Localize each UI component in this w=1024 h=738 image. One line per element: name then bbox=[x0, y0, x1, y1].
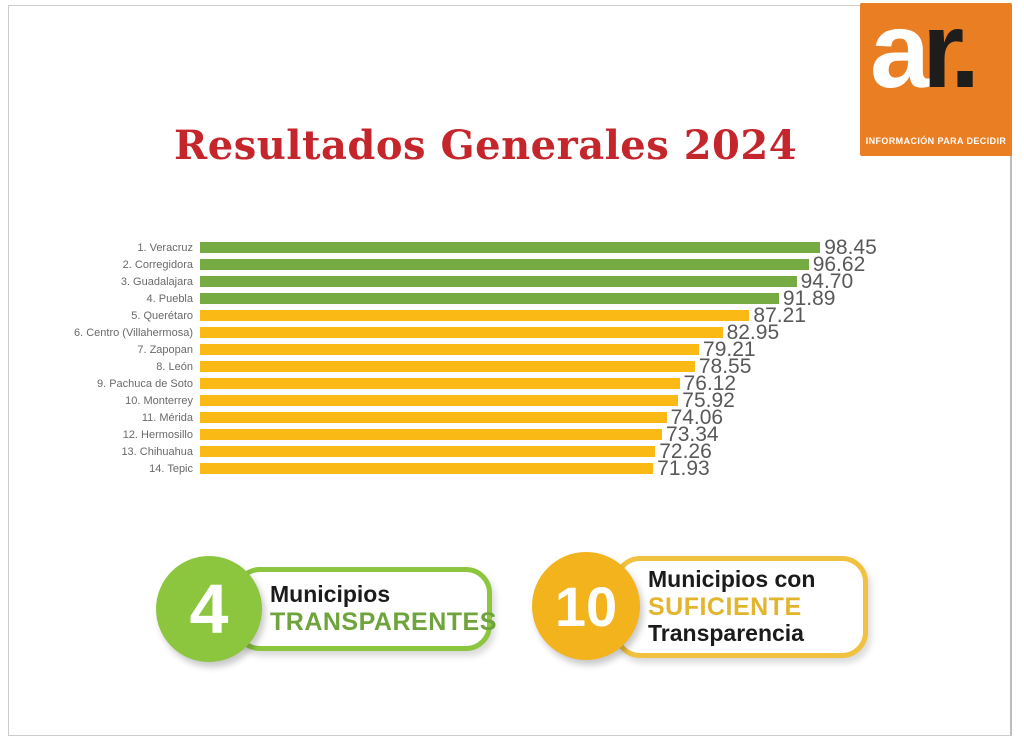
bar bbox=[200, 310, 750, 321]
count-circle-green: 4 bbox=[156, 556, 262, 662]
bar-area: 73.34 bbox=[200, 423, 719, 446]
brand-logo: ar. INFORMACIÓN PARA DECIDIR bbox=[860, 0, 1012, 156]
bar-value-label: 79.21 bbox=[703, 338, 756, 361]
bar-area: 98.45 bbox=[200, 236, 877, 259]
chart-row: 3. Guadalajara 94.70 bbox=[0, 270, 1024, 293]
chart-row: 2. Corregidora 96.62 bbox=[0, 253, 1024, 276]
bar-area: 87.21 bbox=[200, 304, 806, 327]
badge-text-line: Municipios con bbox=[648, 566, 816, 593]
bar-area: 72.26 bbox=[200, 440, 712, 463]
category-label: 10. Monterrey bbox=[125, 394, 193, 407]
count-value: 4 bbox=[189, 570, 229, 648]
bar-value-label: 78.55 bbox=[698, 355, 752, 378]
bar-area: 74.06 bbox=[200, 406, 724, 429]
category-label: 8. León bbox=[156, 360, 193, 373]
bar-value-label: 76.12 bbox=[683, 372, 737, 395]
category-label: 2. Corregidora bbox=[122, 258, 193, 271]
bar bbox=[200, 446, 656, 457]
bar-value-label: 82.95 bbox=[726, 321, 780, 344]
bar-area: 79.21 bbox=[200, 338, 756, 361]
badge-text-line: TRANSPARENTES bbox=[270, 607, 497, 636]
chart-row: 13. Chihuahua 72.26 bbox=[0, 440, 1024, 463]
bar-value-label: 75.92 bbox=[682, 389, 735, 412]
category-label: 11. Mérida bbox=[141, 411, 193, 424]
bar-area: 96.62 bbox=[200, 253, 866, 276]
wordmark-r: r. bbox=[922, 0, 980, 110]
bar bbox=[200, 429, 663, 440]
bar-value-label: 91.89 bbox=[782, 287, 836, 310]
bar-value-label: 94.70 bbox=[800, 270, 854, 293]
bar-value-label: 96.62 bbox=[812, 253, 866, 276]
bar bbox=[200, 463, 654, 474]
bar-value-label: 73.34 bbox=[666, 423, 719, 446]
category-label: 12. Hermosillo bbox=[122, 428, 193, 441]
category-label: 14. Tepic bbox=[149, 462, 193, 475]
bar-value-label: 74.06 bbox=[670, 406, 724, 429]
badge-pill-yellow: Municipios con SUFICIENTE Transparencia bbox=[614, 556, 868, 658]
count-circle-yellow: 10 bbox=[532, 552, 640, 660]
bar-area: 82.95 bbox=[200, 321, 780, 344]
category-label: 9. Pachuca de Soto bbox=[96, 377, 193, 390]
brand-tagline: INFORMACIÓN PARA DECIDIR bbox=[865, 136, 1007, 146]
page-title: Resultados Generales 2024 bbox=[174, 122, 798, 169]
bar-area: 76.12 bbox=[200, 372, 737, 395]
bar-area: 94.70 bbox=[200, 270, 854, 293]
bar-area: 71.93 bbox=[200, 457, 710, 480]
badge-text-line: SUFICIENTE bbox=[648, 593, 802, 621]
badge-pill-green: Municipios TRANSPARENTES bbox=[234, 567, 497, 651]
chart-row: 6. Centro (Villahermosa) 82.95 bbox=[0, 321, 1024, 344]
chart-row: 14. Tepic 71.93 bbox=[0, 457, 1024, 480]
bar bbox=[200, 361, 695, 372]
bar-area: 75.92 bbox=[200, 389, 735, 412]
bar bbox=[200, 378, 680, 389]
category-label: 1. Veracruz bbox=[137, 241, 193, 254]
chart-row: 9. Pachuca de Soto 76.12 bbox=[0, 372, 1024, 395]
bar-value-label: 87.21 bbox=[753, 304, 806, 327]
bar-value-label: 71.93 bbox=[657, 457, 710, 480]
badge-municipios-suficiente: 10 Municipios con SUFICIENTE Transparenc… bbox=[532, 548, 882, 670]
bar-chart-rows: 1. Veracruz 98.45 2. Corregidora 96.62 3. Gu… bbox=[0, 236, 1024, 480]
bar bbox=[200, 276, 797, 287]
bar-value-label: 98.45 bbox=[824, 236, 877, 259]
bar bbox=[200, 259, 809, 270]
chart-row: 11. Mérida 74.06 bbox=[0, 406, 1024, 429]
category-label: 3. Guadalajara bbox=[120, 275, 193, 288]
category-label: 13. Chihuahua bbox=[121, 445, 193, 458]
category-label: 7. Zapopan bbox=[137, 343, 193, 356]
badge-text-line: Transparencia bbox=[648, 620, 804, 646]
badge-text-line: Municipios bbox=[270, 581, 391, 608]
chart-row: 7. Zapopan 79.21 bbox=[0, 338, 1024, 361]
bar bbox=[200, 327, 723, 338]
wordmark-a: a bbox=[870, 0, 930, 110]
bar-value-label: 72.26 bbox=[659, 440, 712, 463]
bar bbox=[200, 344, 700, 355]
chart-row: 1. Veracruz 98.45 bbox=[0, 236, 1024, 259]
bar-chart: 1. Veracruz 98.45 2. Corregidora 96.62 3. Gu… bbox=[0, 236, 1024, 480]
chart-row: 4. Puebla 91.89 bbox=[0, 287, 1024, 310]
count-value: 10 bbox=[554, 574, 618, 638]
bar bbox=[200, 412, 667, 423]
category-label: 5. Querétaro bbox=[131, 309, 193, 322]
chart-row: 12. Hermosillo 73.34 bbox=[0, 423, 1024, 446]
category-label: 6. Centro (Villahermosa) bbox=[73, 326, 193, 339]
chart-row: 8. León 78.55 bbox=[0, 355, 1024, 378]
bar-area: 91.89 bbox=[200, 287, 836, 310]
category-label: 4. Puebla bbox=[146, 292, 193, 305]
bar bbox=[200, 293, 779, 304]
bar-area: 78.55 bbox=[200, 355, 752, 378]
chart-row: 10. Monterrey 75.92 bbox=[0, 389, 1024, 412]
badge-municipios-transparentes: 4 Municipios TRANSPARENTES bbox=[156, 552, 501, 667]
bar bbox=[200, 242, 821, 253]
chart-row: 5. Querétaro 87.21 bbox=[0, 304, 1024, 327]
bar bbox=[200, 395, 679, 406]
brand-wordmark: ar. bbox=[870, 0, 980, 119]
